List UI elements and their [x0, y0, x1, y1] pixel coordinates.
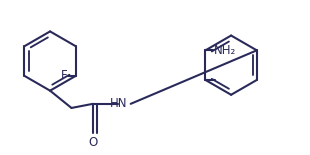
Text: O: O	[88, 135, 97, 148]
Text: NH₂: NH₂	[214, 44, 236, 57]
Text: F: F	[61, 69, 68, 82]
Text: HN: HN	[110, 97, 127, 110]
